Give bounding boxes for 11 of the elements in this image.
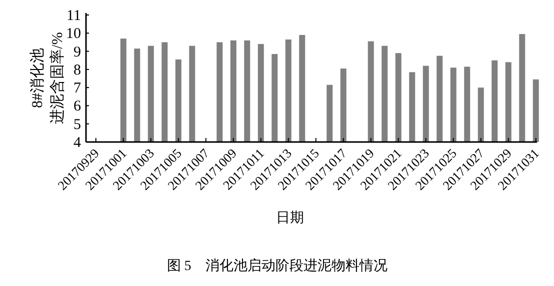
- y-tick-label: 11: [66, 8, 81, 24]
- text: 图 5 消化池启动阶段进泥物料情况: [166, 258, 388, 274]
- y-tick-label: 8: [74, 62, 81, 78]
- y-tick-label: 6: [74, 98, 82, 115]
- y-axis-title: 8#消化池进泥含固率/%: [29, 32, 66, 124]
- y-tick-label: 9: [74, 44, 81, 60]
- x-axis-title: 日期: [276, 210, 304, 226]
- y-tick-label: 4: [74, 135, 82, 151]
- y-tick-label: 7: [74, 80, 82, 97]
- y-tick-label: 5: [74, 116, 81, 133]
- y-tick-label: 10: [66, 26, 81, 42]
